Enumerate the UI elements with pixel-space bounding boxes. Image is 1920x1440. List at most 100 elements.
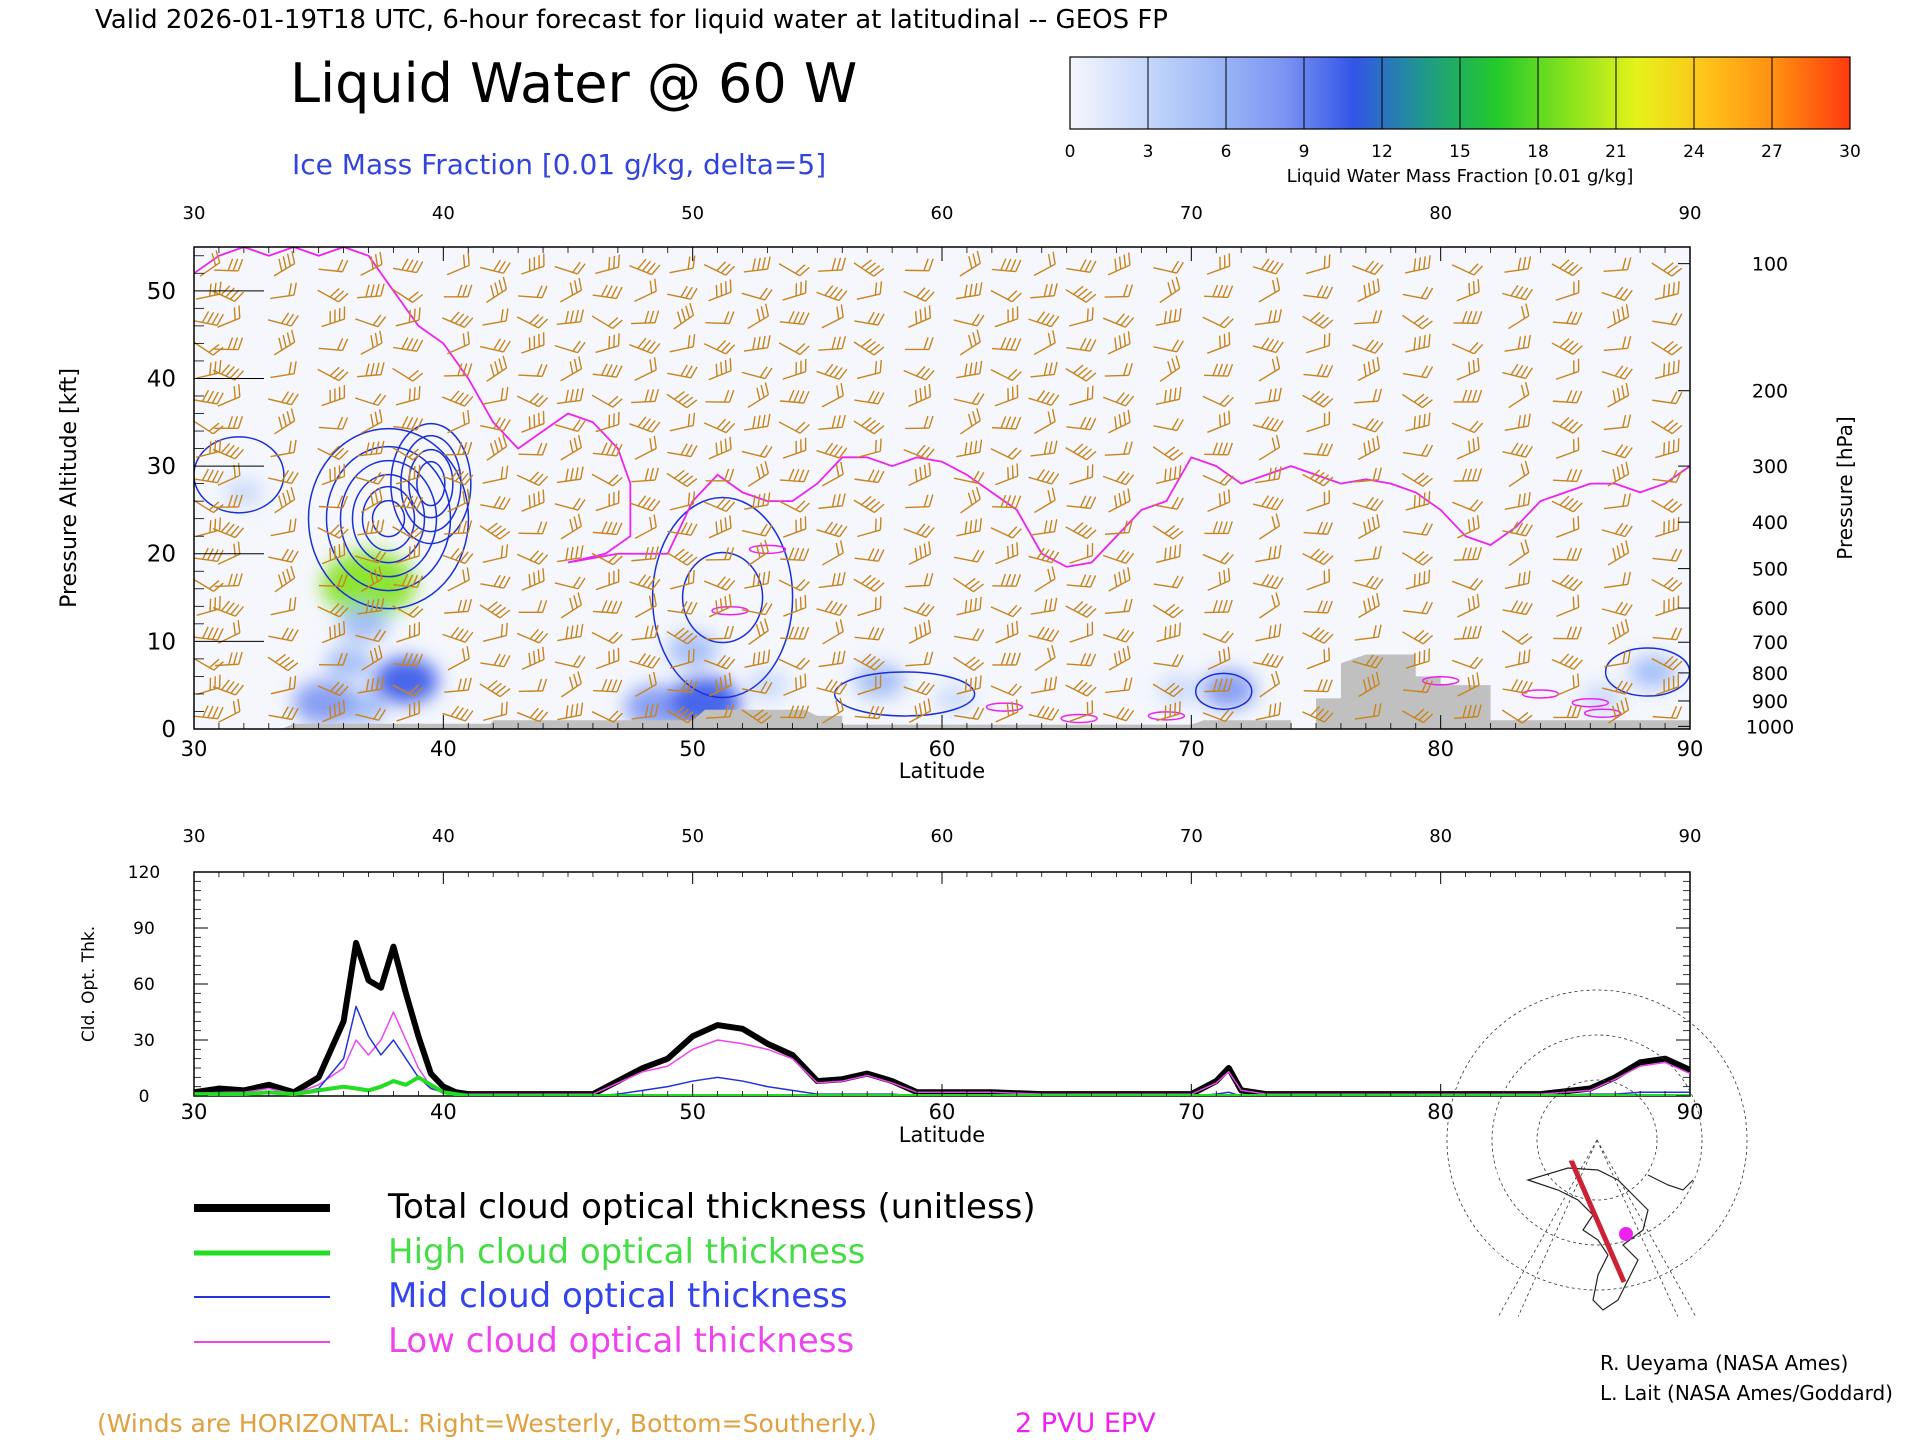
ice-contour [307, 427, 470, 610]
wind-barb [1655, 674, 1680, 696]
wind-barb [1103, 549, 1135, 564]
wind-barb [518, 364, 548, 378]
wind-barb [905, 573, 934, 588]
wind-barb [557, 702, 584, 721]
wind-barb [779, 389, 810, 404]
wind-barb [667, 600, 698, 615]
wind-barb [447, 409, 470, 434]
wind-barb [1066, 337, 1097, 352]
bottom-x-tick-label-upper: 90 [1679, 826, 1702, 847]
wind-barb [1204, 599, 1233, 614]
wind-barb [479, 259, 511, 274]
wind-barb [1302, 469, 1334, 487]
wind-barb [1104, 284, 1134, 298]
wind-barb [1403, 601, 1433, 615]
wind-barb [1153, 418, 1184, 432]
wind-barb [1066, 416, 1097, 431]
wind-barb [357, 676, 385, 694]
wind-barb [1601, 365, 1633, 380]
bottom-x-tick-label-upper: 40 [432, 826, 455, 847]
wind-barb [444, 520, 473, 535]
wind-barb [778, 657, 810, 671]
wind-barb [1068, 307, 1094, 327]
wind-barb [908, 462, 932, 486]
bottom-x-tick-label-upper: 30 [183, 826, 206, 847]
wind-barb [1202, 552, 1234, 565]
wind-barb [854, 626, 885, 641]
wind-barb [818, 414, 846, 430]
wind-barb [1655, 595, 1680, 617]
wind-barb [1551, 259, 1583, 277]
wind-barb [442, 390, 474, 407]
wind-barb [268, 706, 299, 721]
wind-barb [274, 487, 296, 514]
wind-barb [270, 597, 297, 616]
wind-barb [1207, 489, 1231, 513]
wind-barb [956, 518, 983, 537]
wind-barb [482, 386, 509, 405]
wind-barb [561, 671, 582, 698]
wind-barb [482, 544, 509, 563]
wind-barb [554, 340, 586, 354]
ice-contour [651, 496, 794, 699]
wind-barb [782, 516, 807, 538]
wind-barb [1030, 283, 1058, 299]
wind-barb [1451, 263, 1484, 276]
wind-barb [856, 438, 882, 459]
wind-barb [214, 416, 244, 429]
wind-barb [557, 623, 584, 642]
wind-barb [1033, 408, 1056, 435]
bottom-y-tick-label: 90 [133, 919, 155, 939]
wind-barb [1354, 624, 1382, 641]
wind-barb [743, 335, 771, 352]
wind-barb [357, 440, 385, 457]
wind-barb [482, 308, 509, 326]
wind-barb [1451, 577, 1484, 591]
wind-barb [1551, 574, 1583, 592]
mid-line [194, 1005, 1690, 1096]
wind-barb [1501, 630, 1533, 645]
wind-barb [1603, 414, 1632, 431]
wind-barb [1028, 468, 1060, 485]
wind-barb [1601, 286, 1633, 302]
wind-barb [741, 602, 773, 616]
wind-barb [214, 337, 244, 351]
wind-barb [778, 500, 810, 513]
wind-barb [1159, 276, 1181, 304]
wind-barb [321, 463, 346, 486]
wind-barb [1402, 365, 1434, 379]
wind-barb [1504, 649, 1531, 669]
wind-barb [274, 565, 296, 593]
wind-barb [990, 447, 1022, 460]
wind-barb [631, 624, 659, 641]
top-y-tick-label: 40 [147, 366, 176, 392]
wind-barb [905, 415, 934, 430]
wind-barb [317, 366, 349, 382]
bottom-x-tick-label: 70 [1178, 1100, 1205, 1124]
wind-barb [486, 355, 508, 382]
wind-barb [321, 542, 346, 565]
wind-barb [1153, 654, 1184, 668]
wind-barb [1255, 544, 1282, 563]
top-x-tick-label-upper: 30 [183, 203, 206, 224]
wind-barb [1452, 656, 1484, 670]
wind-barb [669, 412, 696, 432]
wind-barb [667, 679, 698, 694]
wind-barb [634, 357, 657, 381]
wind-barb [1502, 600, 1533, 616]
wind-barb [955, 282, 983, 300]
wind-barb [631, 388, 660, 404]
wind-barb [822, 697, 844, 724]
wind-barb [521, 568, 545, 591]
wind-barb [1457, 672, 1480, 697]
wind-barb [709, 672, 732, 697]
top-y-tick-label: 10 [147, 629, 176, 655]
wind-barb [1553, 626, 1583, 640]
wind-barb [446, 331, 470, 355]
wind-barb [1456, 515, 1480, 539]
wind-barb [480, 338, 511, 353]
pressure-tick-label: 900 [1752, 691, 1788, 713]
wind-barb [703, 654, 736, 670]
liquid-water-blob [321, 551, 416, 618]
